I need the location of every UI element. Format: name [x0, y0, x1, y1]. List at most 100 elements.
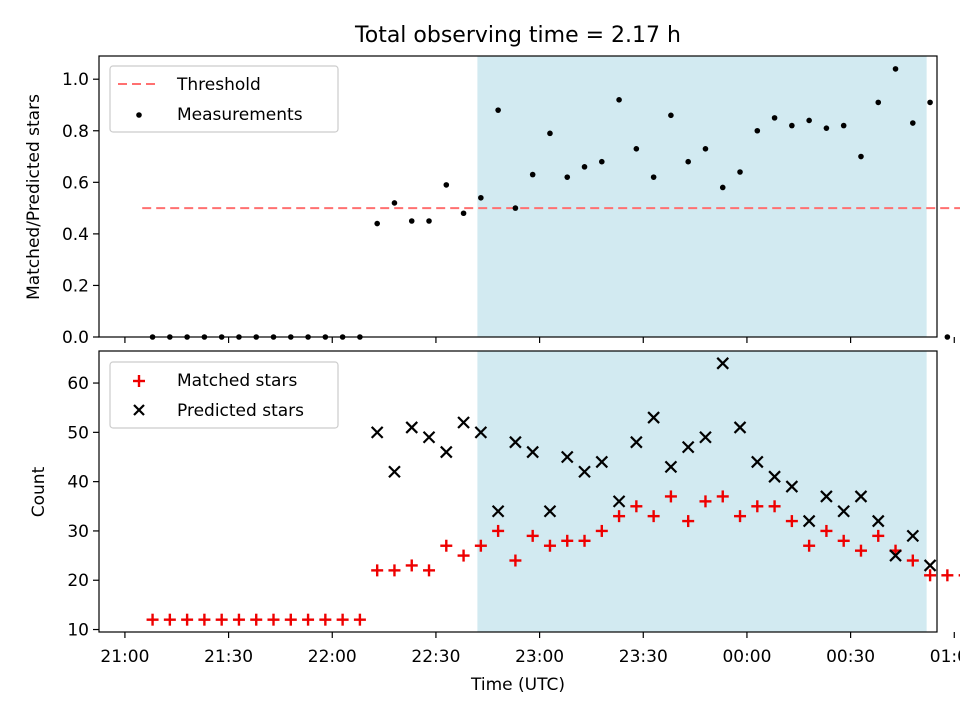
matched-point [543, 539, 556, 552]
bottom-legend-box [109, 361, 339, 429]
y-tick-label: 60 [67, 374, 89, 394]
measurement-point [408, 218, 415, 224]
matched-point [924, 569, 937, 582]
predicted-point [906, 529, 920, 543]
matched-series [146, 490, 960, 626]
y-tick-label: 0.8 [62, 122, 89, 142]
matched-point [837, 534, 850, 547]
measurement-point [702, 146, 709, 152]
top-shaded-region [477, 56, 927, 337]
measurement-point [789, 122, 795, 129]
predicted-point [647, 411, 660, 424]
measurements-series [149, 66, 951, 340]
measurement-point [840, 122, 847, 129]
predicted-point [785, 480, 799, 493]
measurement-point [771, 115, 778, 121]
predicted-point [388, 465, 401, 479]
predicted-point [871, 514, 885, 528]
x-axis-label: Time (UTC) [470, 675, 565, 695]
measurement-point [564, 174, 571, 180]
measurements-legend-label: Measurements [177, 105, 303, 125]
measurement-point [754, 127, 761, 134]
measurement-point [460, 210, 467, 217]
y-tick-label: 10 [67, 621, 89, 641]
matched-point [474, 539, 487, 552]
measurement-point [858, 153, 864, 160]
measurement-point [737, 169, 743, 175]
predicted-point [457, 416, 470, 429]
matched-point [785, 515, 798, 528]
matched-point [492, 524, 505, 537]
measurement-point [616, 97, 622, 103]
x-tick-label: 00:00 [722, 647, 771, 667]
measurement-point [581, 164, 588, 170]
predicted-point [923, 559, 937, 572]
measurement-point [910, 120, 916, 126]
measurement-point [892, 66, 899, 72]
bottom-legend: Matched stars Predicted stars [109, 361, 339, 429]
top-y-axis: 0.0 0.2 0.4 0.6 0.8 1.0 [62, 70, 99, 348]
matched-point [854, 544, 867, 557]
measurement-point [478, 194, 484, 201]
matched-point [734, 510, 747, 523]
top-x-ticks [124, 337, 955, 343]
predicted-point [751, 455, 764, 469]
matched-point [423, 564, 436, 577]
matched-point [613, 510, 626, 523]
matched-point [440, 539, 453, 552]
measurement-point [719, 184, 726, 191]
y-tick-label: 40 [67, 473, 89, 493]
figure-title: Total observing time = 2.17 h [354, 23, 681, 48]
top-y-label: Matched/Predicted stars [24, 94, 44, 300]
measurement-point [668, 112, 674, 119]
predicted-point [491, 504, 505, 518]
measurement-point [685, 158, 691, 165]
measurement-point [512, 205, 519, 211]
matched-point [457, 549, 470, 562]
matched-point [181, 613, 194, 626]
matched-point [284, 613, 297, 626]
matched-point [509, 554, 522, 567]
matched-point [716, 490, 729, 503]
measurement-point [650, 174, 657, 180]
predicted-point [578, 465, 591, 479]
y-tick-label: 30 [67, 522, 89, 542]
matched-point [682, 515, 695, 528]
measurement-point [875, 99, 882, 106]
matched-point [820, 524, 833, 537]
x-tick-label: 22:00 [308, 647, 357, 667]
predicted-point [405, 421, 419, 434]
matched-point [647, 510, 660, 523]
measurement-point [443, 182, 450, 188]
matched-point [872, 529, 885, 542]
matched-legend-label: Matched stars [177, 371, 297, 391]
x-tick-label: 21:00 [100, 647, 149, 667]
y-tick-label: 0.0 [62, 328, 89, 348]
predicted-point [837, 504, 850, 518]
matched-point [699, 495, 712, 508]
measurement-point [426, 218, 432, 224]
matched-point [803, 539, 816, 552]
matched-point [595, 524, 608, 537]
x-tick-label: 00:30 [826, 647, 875, 667]
predicted-point [630, 435, 643, 449]
predicted-point [595, 455, 609, 469]
y-tick-label: 0.2 [62, 276, 89, 296]
predicted-legend-swatch [133, 404, 145, 416]
predicted-point [716, 357, 730, 370]
top-legend: Threshold Measurements [109, 65, 339, 133]
y-tick-label: 0.6 [62, 173, 89, 193]
x-tick-label: 21:30 [204, 647, 253, 667]
matched-point [751, 500, 764, 513]
matched-point [664, 490, 677, 503]
matched-point [250, 613, 263, 626]
bottom-plot-frame [98, 350, 938, 633]
predicted-point [612, 495, 626, 508]
matched-legend-swatch [133, 375, 145, 387]
predicted-point [440, 445, 453, 459]
predicted-point [526, 445, 539, 459]
matched-point [146, 613, 159, 626]
y-tick-label: 50 [67, 423, 89, 443]
measurement-point [547, 130, 553, 137]
y-tick-label: 0.4 [62, 225, 89, 245]
